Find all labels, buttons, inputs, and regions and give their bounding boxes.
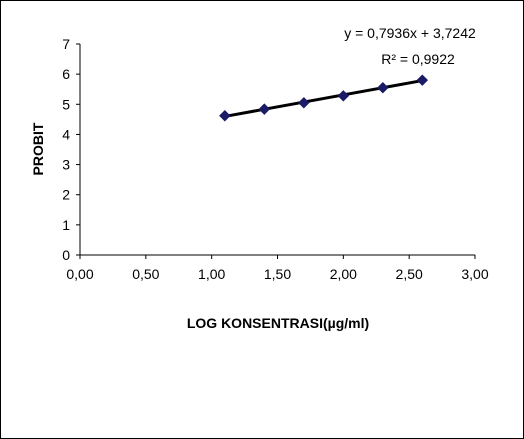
y-tick-label: 2 bbox=[62, 187, 70, 203]
y-axis-title: PROBIT bbox=[30, 122, 46, 175]
y-tick-label: 4 bbox=[62, 126, 70, 142]
x-tick-label: 1,50 bbox=[264, 266, 291, 282]
x-tick-label: 1,00 bbox=[198, 266, 225, 282]
data-point bbox=[416, 74, 429, 86]
x-axis-title: LOG KONSENTRASI(µg/ml) bbox=[187, 315, 369, 331]
y-tick-label: 3 bbox=[62, 157, 70, 173]
y-tick-label: 0 bbox=[62, 247, 70, 263]
data-point bbox=[219, 110, 231, 122]
x-tick-label: 2,00 bbox=[330, 266, 357, 282]
data-point bbox=[258, 103, 271, 115]
trendline bbox=[224, 79, 423, 118]
data-point bbox=[377, 82, 389, 94]
x-tick-label: 2,50 bbox=[396, 266, 423, 282]
y-tick-label: 6 bbox=[62, 66, 70, 82]
trendline-group bbox=[224, 79, 423, 118]
data-point bbox=[337, 90, 350, 102]
trendline-equation: y = 0,7936x + 3,7242 bbox=[344, 25, 476, 41]
y-tick-label: 1 bbox=[62, 217, 70, 233]
y-tick-label: 7 bbox=[62, 36, 70, 52]
x-tick-label: 0,00 bbox=[66, 266, 93, 282]
x-tick-label: 3,00 bbox=[461, 266, 488, 282]
data-points bbox=[219, 74, 429, 122]
axes: 0 1 2 3 4 5 6 7 0,00 0,50 1,00 1,50 2,00 2,50 3,00 bbox=[62, 36, 489, 282]
trendline-r-squared: R² = 0,9922 bbox=[381, 51, 455, 67]
y-tick-label: 5 bbox=[62, 96, 70, 112]
data-point bbox=[298, 97, 310, 109]
x-tick-label: 0,50 bbox=[132, 266, 159, 282]
